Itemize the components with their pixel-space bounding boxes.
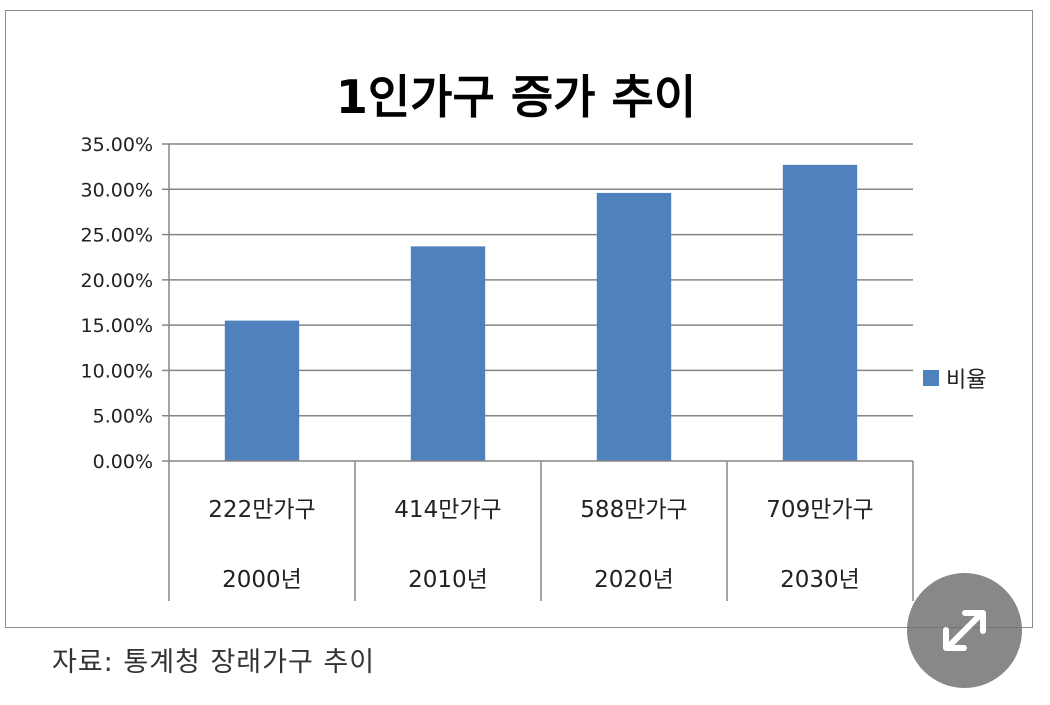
x-year-label: 2010년	[408, 567, 488, 593]
bars	[224, 164, 858, 461]
bar	[410, 246, 486, 461]
x-year-label: 2020년	[594, 567, 674, 593]
category-table: 222만가구 2000년 414만가구 2010년 588만가구 2020년 709만가구 2…	[168, 461, 914, 601]
legend: 비율	[923, 368, 986, 393]
x-category-label: 709만가구	[766, 497, 873, 523]
y-tick-label: 0.00%	[93, 451, 153, 473]
expand-button[interactable]	[907, 573, 1022, 688]
y-tick-label: 25.00%	[81, 225, 153, 247]
x-year-label: 2000년	[222, 567, 302, 593]
expand-arrows-icon	[943, 610, 986, 651]
bar-chart: 1인가구 증가 추이 0.00% 5.00% 10.00% 15.00% 20.00% 2…	[81, 70, 986, 601]
source-note: 자료: 통계청 장래가구 추이	[52, 647, 376, 678]
chart-frame: 1인가구 증가 추이 0.00% 5.00% 10.00% 15.00% 20.00% 2…	[5, 10, 1033, 628]
y-tick-label: 15.00%	[81, 315, 153, 337]
x-year-label: 2030년	[780, 567, 860, 593]
y-tick-label: 20.00%	[81, 270, 153, 292]
legend-label: 비율	[946, 368, 986, 393]
x-category-label: 222만가구	[208, 497, 315, 523]
y-tick-label: 35.00%	[81, 134, 153, 156]
y-tick-label: 5.00%	[93, 406, 153, 428]
x-category-label: 414만가구	[394, 497, 501, 523]
bar	[596, 192, 672, 461]
bar	[782, 164, 858, 461]
bar	[224, 320, 300, 461]
legend-swatch	[923, 370, 939, 386]
y-tick-label: 10.00%	[81, 360, 153, 382]
y-tick-label: 30.00%	[81, 179, 153, 201]
chart-title: 1인가구 증가 추이	[336, 70, 696, 124]
x-category-label: 588만가구	[580, 497, 687, 523]
y-axis-ticks: 0.00% 5.00% 10.00% 15.00% 20.00% 25.00% 30.00%…	[81, 134, 169, 473]
